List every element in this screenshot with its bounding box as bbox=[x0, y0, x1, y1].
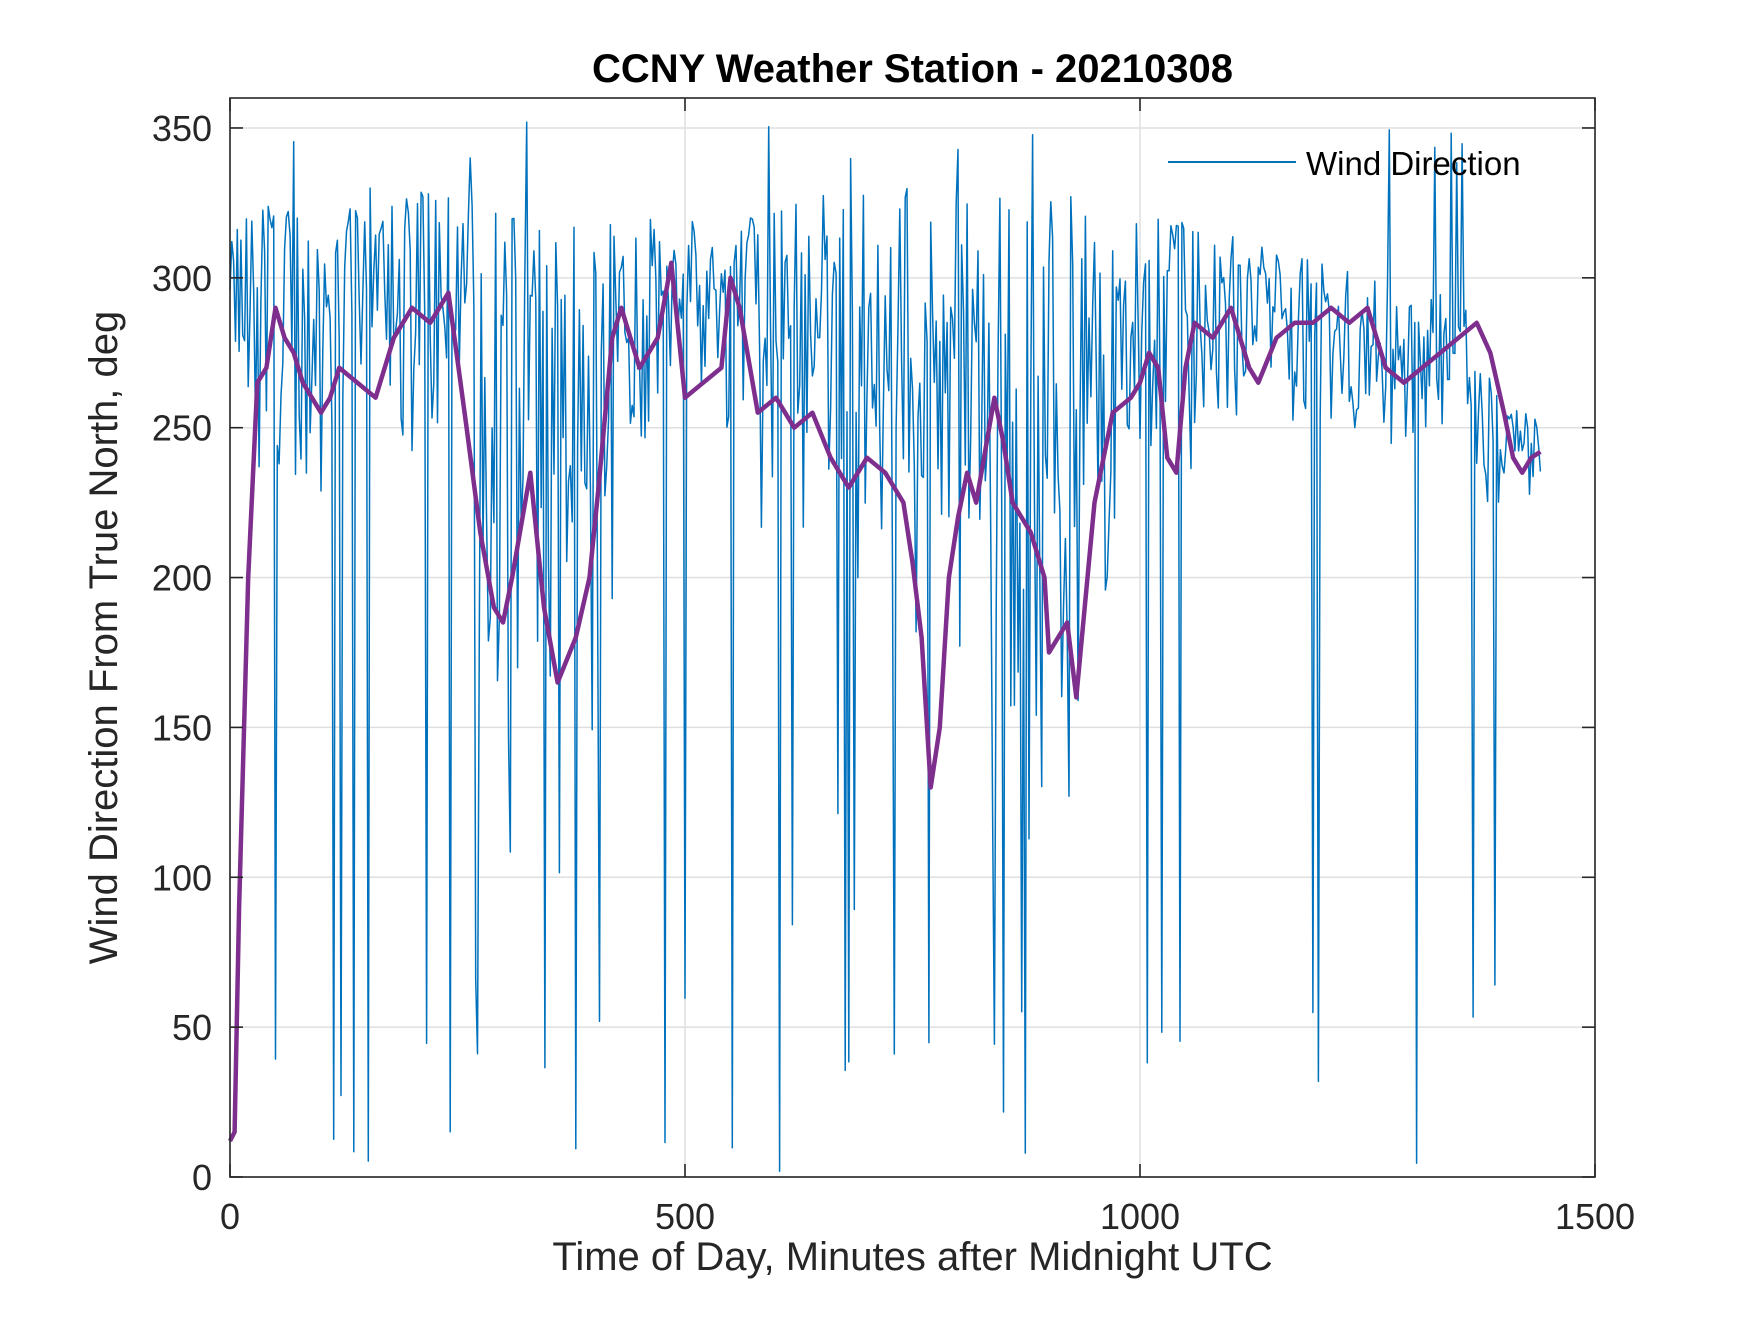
chart-title: CCNY Weather Station - 20210308 bbox=[592, 47, 1233, 91]
y-tick-label: 300 bbox=[152, 258, 212, 299]
smoothed-series-layer bbox=[227, 260, 1542, 1143]
y-tick-label: 200 bbox=[152, 558, 212, 599]
y-tick-label: 250 bbox=[152, 408, 212, 449]
wind-direction-line bbox=[229, 121, 1542, 1173]
y-tick-label: 0 bbox=[192, 1157, 212, 1198]
axis-ticks: 0 50 100 150 200 250 300 350 0 500 1000 1500 bbox=[152, 98, 1635, 1237]
x-tick-label: 0 bbox=[220, 1196, 240, 1237]
x-tick-label: 1500 bbox=[1555, 1196, 1635, 1237]
y-tick-label: 150 bbox=[152, 707, 212, 748]
y-tick-label: 100 bbox=[152, 857, 212, 898]
y-axis-label: Wind Direction From True North, deg bbox=[82, 311, 126, 965]
x-tick-label: 500 bbox=[655, 1196, 715, 1237]
smoothed-wind-direction-line bbox=[227, 260, 1542, 1143]
legend: Wind Direction bbox=[1168, 145, 1521, 182]
axes-box bbox=[229, 97, 1596, 1178]
raw-series-layer bbox=[229, 121, 1542, 1173]
y-tick-label: 350 bbox=[152, 108, 212, 149]
x-tick-label: 1000 bbox=[1100, 1196, 1180, 1237]
legend-label-wind-direction: Wind Direction bbox=[1306, 145, 1521, 182]
y-tick-label: 50 bbox=[172, 1007, 212, 1048]
x-axis-label: Time of Day, Minutes after Midnight UTC bbox=[552, 1235, 1272, 1279]
